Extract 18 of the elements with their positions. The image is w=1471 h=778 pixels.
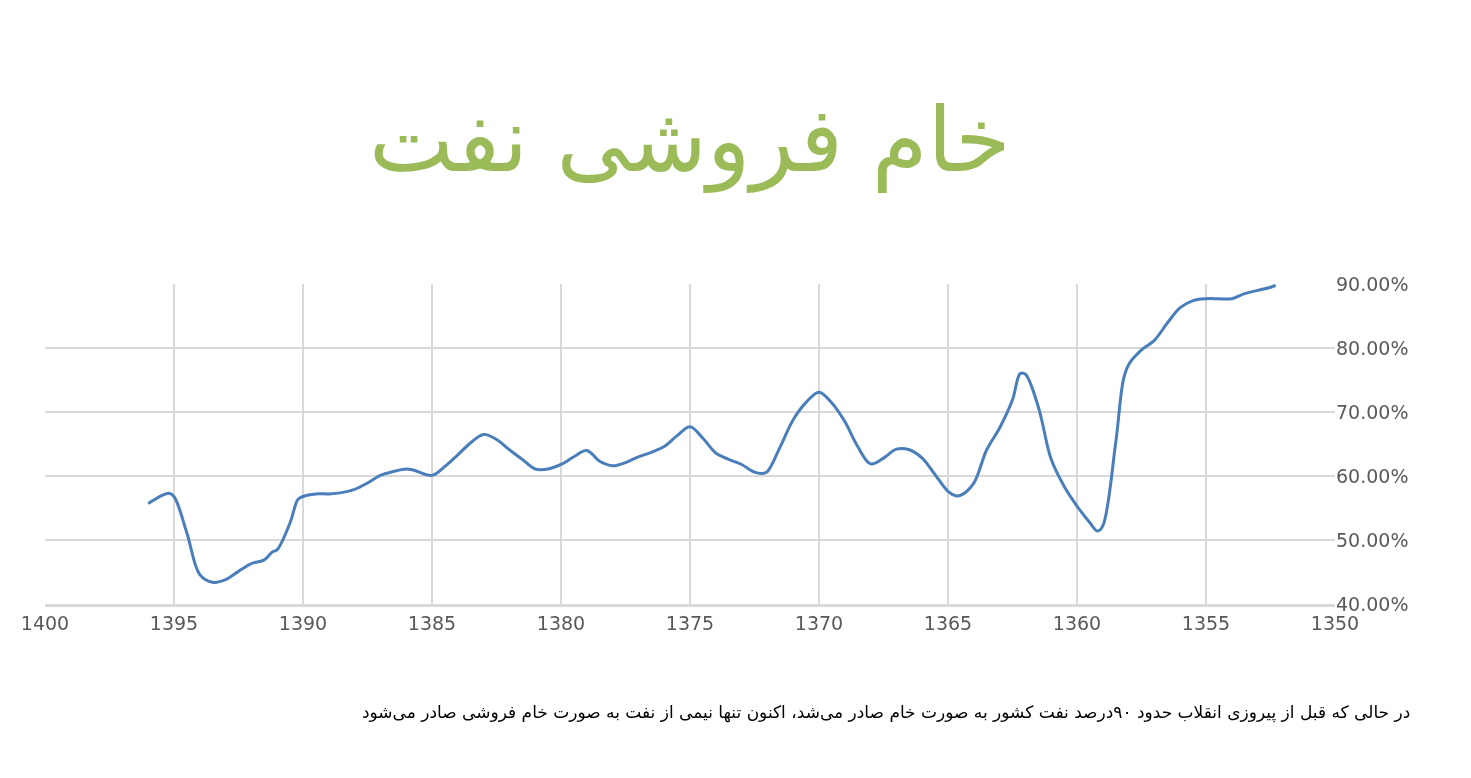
x-tick-label: 1395 — [149, 611, 199, 634]
text: در حالی که قبل از پیروزی انقلاب حدود ۹۰درصد نفت کشور به صورت خام صادر می‌شد، اکنون تنها نیمی از نفت به صورت خام فروشی صادر می‌شود — [362, 702, 1411, 723]
y-tick-label: 80.00% — [1336, 336, 1409, 359]
y-tick-label: 50.00% — [1336, 528, 1409, 551]
x-tick-label: 1365 — [923, 611, 973, 634]
line-series — [146, 284, 1278, 584]
y-tick-label: 90.00% — [1336, 272, 1409, 295]
x-tick-label: 1390 — [278, 611, 328, 634]
x-tick-label: 1370 — [794, 611, 844, 634]
y-tick-label: 60.00% — [1336, 464, 1409, 487]
x-tick-label: 1385 — [407, 611, 457, 634]
y-tick-label: 70.00% — [1336, 400, 1409, 423]
x-tick-label: 1355 — [1181, 611, 1231, 634]
x-tick-label: 1380 — [536, 611, 586, 634]
chart-title: خام فروشی نفت — [369, 87, 1011, 194]
x-tick-label: 1360 — [1052, 611, 1102, 634]
x-tick-label: 1400 — [20, 611, 70, 634]
x-tick-label: 1375 — [665, 611, 715, 634]
